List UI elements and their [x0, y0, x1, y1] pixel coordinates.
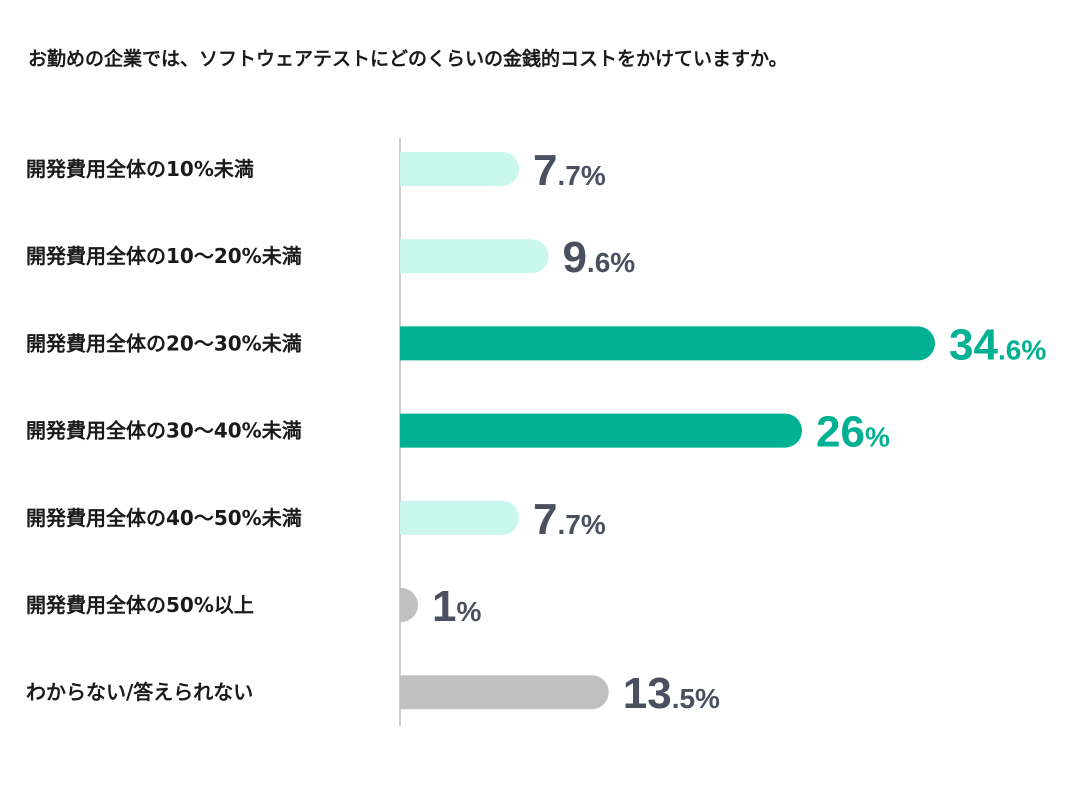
category-label-1: 開発費用全体の10%未満: [26, 157, 254, 181]
bars-layer: [400, 152, 935, 710]
value-label-1: 7.7%: [533, 146, 606, 195]
category-label-7: わからない/答えられない: [26, 680, 253, 704]
bar-3: [400, 326, 935, 361]
chart-title: お勤めの企業では、ソフトウェアテストにどのくらいの金銭的コストをかけていますか。: [28, 48, 788, 70]
bar-7: [400, 675, 609, 710]
value-labels: 7.7% 9.6% 34.6% 26% 7.7% 1% 13.5%: [432, 146, 1046, 718]
bar-2: [400, 239, 549, 274]
category-label-3: 開発費用全体の20〜30%未満: [26, 331, 302, 355]
bar-1: [400, 152, 520, 186]
category-label-5: 開発費用全体の40〜50%未満: [26, 506, 302, 530]
bar-4: [400, 413, 803, 448]
bar-5: [400, 500, 520, 535]
value-label-2: 9.6%: [562, 233, 635, 282]
value-label-7: 13.5%: [623, 669, 720, 718]
value-label-4: 26%: [816, 408, 890, 457]
category-label-2: 開発費用全体の10〜20%未満: [26, 244, 302, 268]
bar-6: [400, 588, 418, 622]
category-label-6: 開発費用全体の50%以上: [26, 593, 254, 617]
category-labels: 開発費用全体の10%未満開発費用全体の10〜20%未満開発費用全体の20〜30%…: [26, 157, 302, 704]
value-label-3: 34.6%: [949, 320, 1046, 369]
category-label-4: 開発費用全体の30〜40%未満: [26, 419, 302, 443]
value-label-6: 1%: [432, 582, 481, 631]
value-label-5: 7.7%: [533, 495, 606, 544]
